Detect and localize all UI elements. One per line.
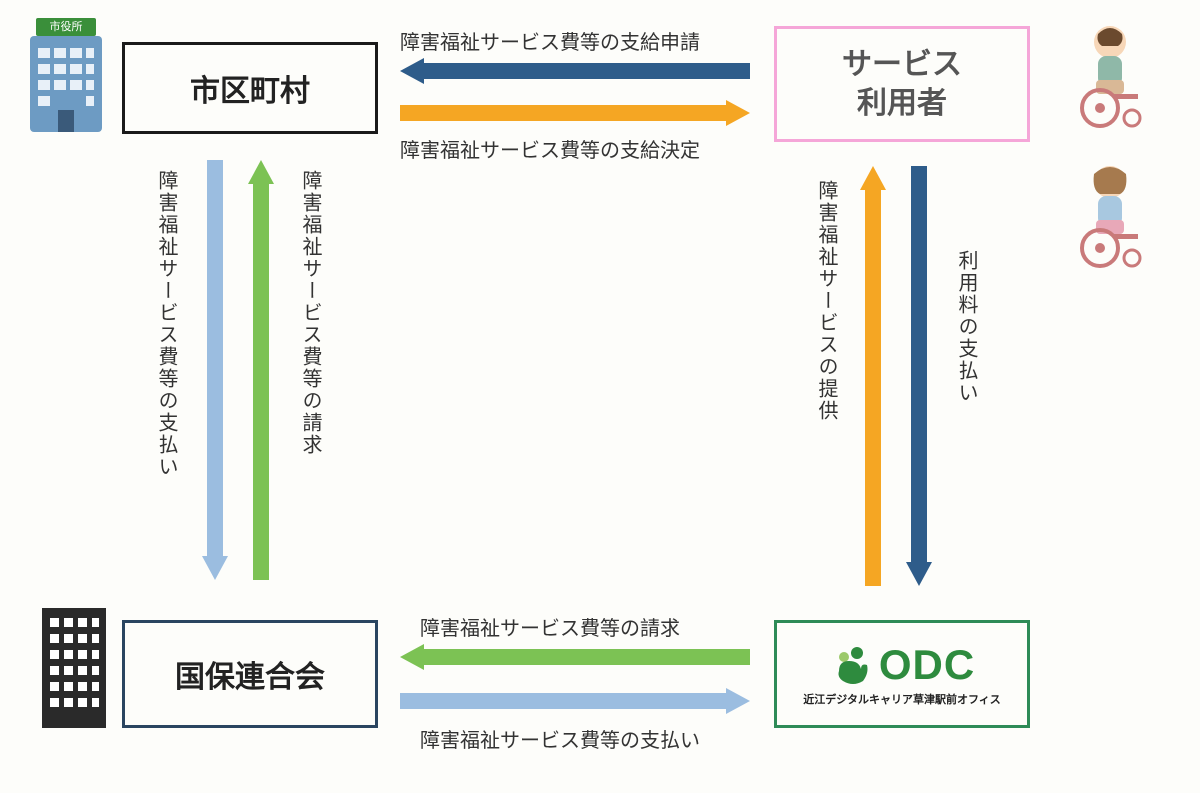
- label-application: 障害福祉サービス費等の支給申請: [400, 26, 700, 55]
- arrow-payment-left: [202, 160, 228, 580]
- label-claim-left: 障害福祉サービス費等の請求: [296, 170, 325, 456]
- node-federation: 国保連合会: [122, 620, 378, 728]
- label-payment-bottom: 障害福祉サービス費等の支払い: [420, 724, 700, 753]
- label-fee-payment: 利用料の支払い: [952, 250, 981, 404]
- arrow-claim-bottom: [400, 644, 750, 670]
- label-decision: 障害福祉サービス費等の支給決定: [400, 134, 700, 163]
- odc-subtitle: 近江デジタルキャリア草津駅前オフィス: [803, 691, 1001, 707]
- odc-logo-text: ODC: [879, 641, 975, 689]
- wheelchair-person-icon-1: [1060, 20, 1160, 130]
- label-provision: 障害福祉サービスの提供: [812, 180, 841, 422]
- arrow-application: [400, 58, 750, 84]
- wheelchair-person-icon-2: [1060, 160, 1160, 270]
- arrow-fee-payment: [906, 166, 932, 586]
- arrow-provision: [860, 166, 886, 586]
- node-user: サービス 利用者: [774, 26, 1030, 142]
- arrow-claim-left: [248, 160, 274, 580]
- arrow-decision: [400, 100, 750, 126]
- node-odc: ODC 近江デジタルキャリア草津駅前オフィス: [774, 620, 1030, 728]
- node-user-label: サービス 利用者: [842, 45, 962, 123]
- label-claim-bottom: 障害福祉サービス費等の請求: [420, 612, 680, 641]
- label-payment-left: 障害福祉サービス費等の支払い: [152, 170, 181, 478]
- arrow-payment-bottom: [400, 688, 750, 714]
- node-municipality-label: 市区町村: [190, 66, 310, 110]
- office-building-icon: [42, 608, 114, 728]
- node-municipality: 市区町村: [122, 42, 378, 134]
- city-hall-icon: 市役所: [30, 36, 102, 132]
- node-federation-label: 国保連合会: [175, 652, 325, 696]
- city-hall-sign: 市役所: [36, 18, 96, 36]
- odc-logo-icon: [829, 643, 873, 687]
